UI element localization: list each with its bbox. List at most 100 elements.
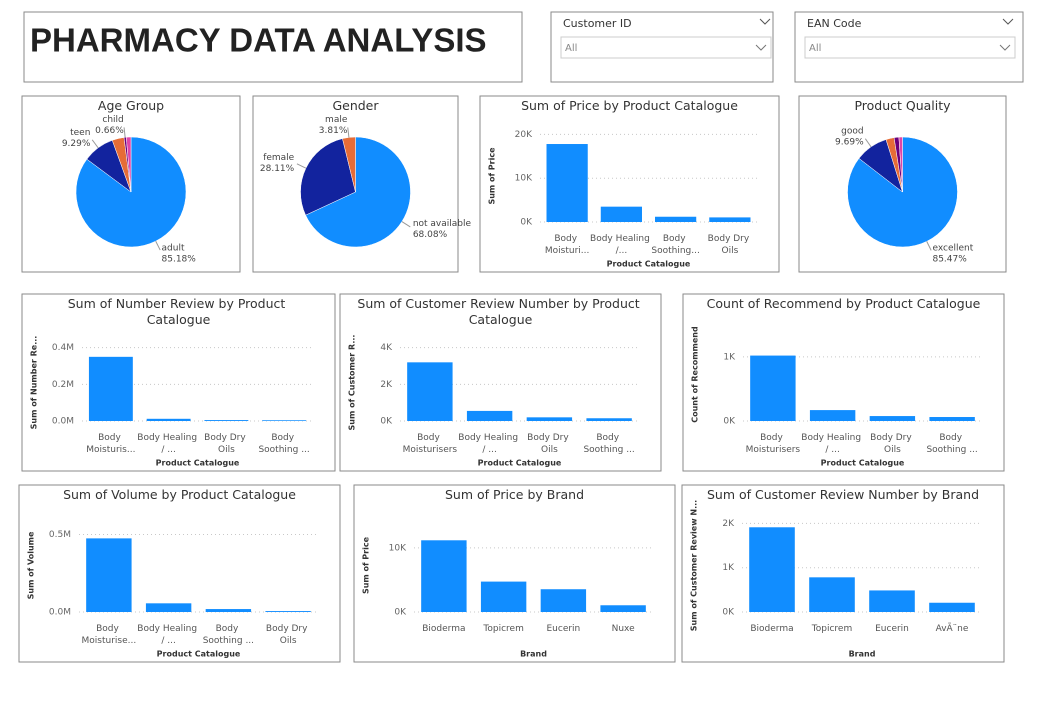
bar [88,356,133,421]
pie-slice [305,136,411,248]
bar [929,602,975,612]
slice-label: female [263,153,294,163]
slice-value-label: 9.69% [835,138,864,148]
bar [540,589,587,612]
y-tick-label: 10K [515,174,533,184]
slicer-value: All [565,43,577,54]
slice-value-label: 0.66% [95,126,124,136]
slice-label: good [841,127,863,137]
y-tick-label: 0K [723,417,736,427]
chart-title: Age Group [98,98,164,113]
x-tick-label: Body Moisturisers [746,433,801,455]
chevron[interactable] [759,18,771,25]
chart-title: Count of Recommend by Product Catalogue [707,296,981,311]
slice-label: child [102,115,123,125]
leader-line [296,163,307,169]
y-tick-label: 0.0M [49,608,71,618]
x-tick-label: Body Soothing ... [203,624,254,646]
x-tick-label: Eucerin [546,624,580,634]
chart-card [353,484,676,663]
chart-card [21,293,336,472]
x-tick-label: Body Healing / ... [137,433,200,455]
bar [265,611,311,612]
slice-value-label: 28.11% [260,164,295,174]
y-axis-label: Sum of Price [362,536,371,594]
y-tick-label: 0K [394,608,407,618]
x-tick-label: Body Soothing ... [926,433,977,455]
slice-value-label: 3.81% [319,126,348,136]
slice-label: excellent [932,244,973,254]
y-axis-label: Count of Recommend [691,326,700,423]
x-axis-label: Product Catalogue [607,260,691,269]
x-axis-label: Product Catalogue [156,459,240,468]
y-tick-label: 4K [380,343,393,353]
leader-line [401,221,411,228]
bar [869,416,916,421]
chart-title: Gender [332,98,379,113]
bar [546,144,588,222]
chevron[interactable] [1002,18,1014,25]
slice-label: teen [70,128,90,138]
x-tick-label: Body Healing / ... [137,624,200,646]
bar [262,420,307,421]
leader-line [123,127,126,138]
x-tick-label: Body Soothing ... [258,433,309,455]
bar [526,417,573,421]
slice-label: not available [413,219,472,229]
bar [749,527,795,612]
slicer-label: Customer ID [563,17,632,30]
slice-value-label: 85.18% [162,254,197,264]
y-axis-label: Sum of Customer R... [348,335,357,431]
bar [205,609,252,612]
chevron[interactable] [755,44,767,51]
y-axis-label: Sum of Customer Review N... [690,500,699,631]
slice-label: male [325,115,348,125]
slicer-value: All [809,43,821,54]
bar [586,418,632,421]
slicer-label: EAN Code [807,17,862,30]
y-tick-label: 0.2M [52,380,74,390]
slicer-dropdown[interactable] [560,36,772,59]
slicer-dropdown[interactable] [804,36,1016,59]
x-axis-label: Product Catalogue [821,459,905,468]
chart-card [479,95,780,273]
chart-title: Sum of Price by Brand [445,487,584,502]
y-tick-label: 0K [520,218,533,228]
bar [407,362,453,421]
bar [145,603,192,612]
slice-value-label: 68.08% [413,230,448,240]
bar [600,206,642,222]
y-tick-label: 10K [389,543,407,553]
x-tick-label: Body Dry Oils [870,433,914,455]
y-tick-label: 2K [380,380,393,390]
y-tick-label: 0.5M [49,530,71,540]
x-tick-label: AvÃ¨ne [936,623,969,634]
chart-title: Sum of Price by Product Catalogue [521,98,738,113]
bar [809,410,856,421]
x-tick-label: Body Moisturi... [545,234,589,256]
y-tick-label: 2K [722,519,735,529]
leader-line [91,139,99,149]
x-tick-label: Body Soothing ... [583,433,634,455]
slice-value-label: 85.47% [932,255,967,265]
x-tick-label: Bioderma [750,624,793,634]
x-axis-label: Brand [520,650,547,659]
x-tick-label: Topicrem [811,624,852,634]
chevron[interactable] [999,44,1011,51]
y-axis-label: Sum of Volume [27,531,36,599]
bar [421,540,467,612]
y-axis-label: Sum of Number Re... [30,336,39,430]
leader-line [864,138,872,148]
x-tick-label: Body Dry Oils [708,234,752,256]
slice-value-label: 9.29% [62,139,91,149]
bar [809,577,855,612]
y-tick-label: 1K [723,352,736,362]
bar [929,417,975,421]
x-axis-label: Product Catalogue [157,650,241,659]
x-tick-label: Body Healing / ... [458,433,521,455]
slice-label: adult [162,243,185,253]
chart-card [682,293,1005,472]
page-title: PHARMACY DATA ANALYSIS [30,22,487,59]
x-tick-label: Body Dry Oils [527,433,571,455]
pie-slice [126,136,132,193]
